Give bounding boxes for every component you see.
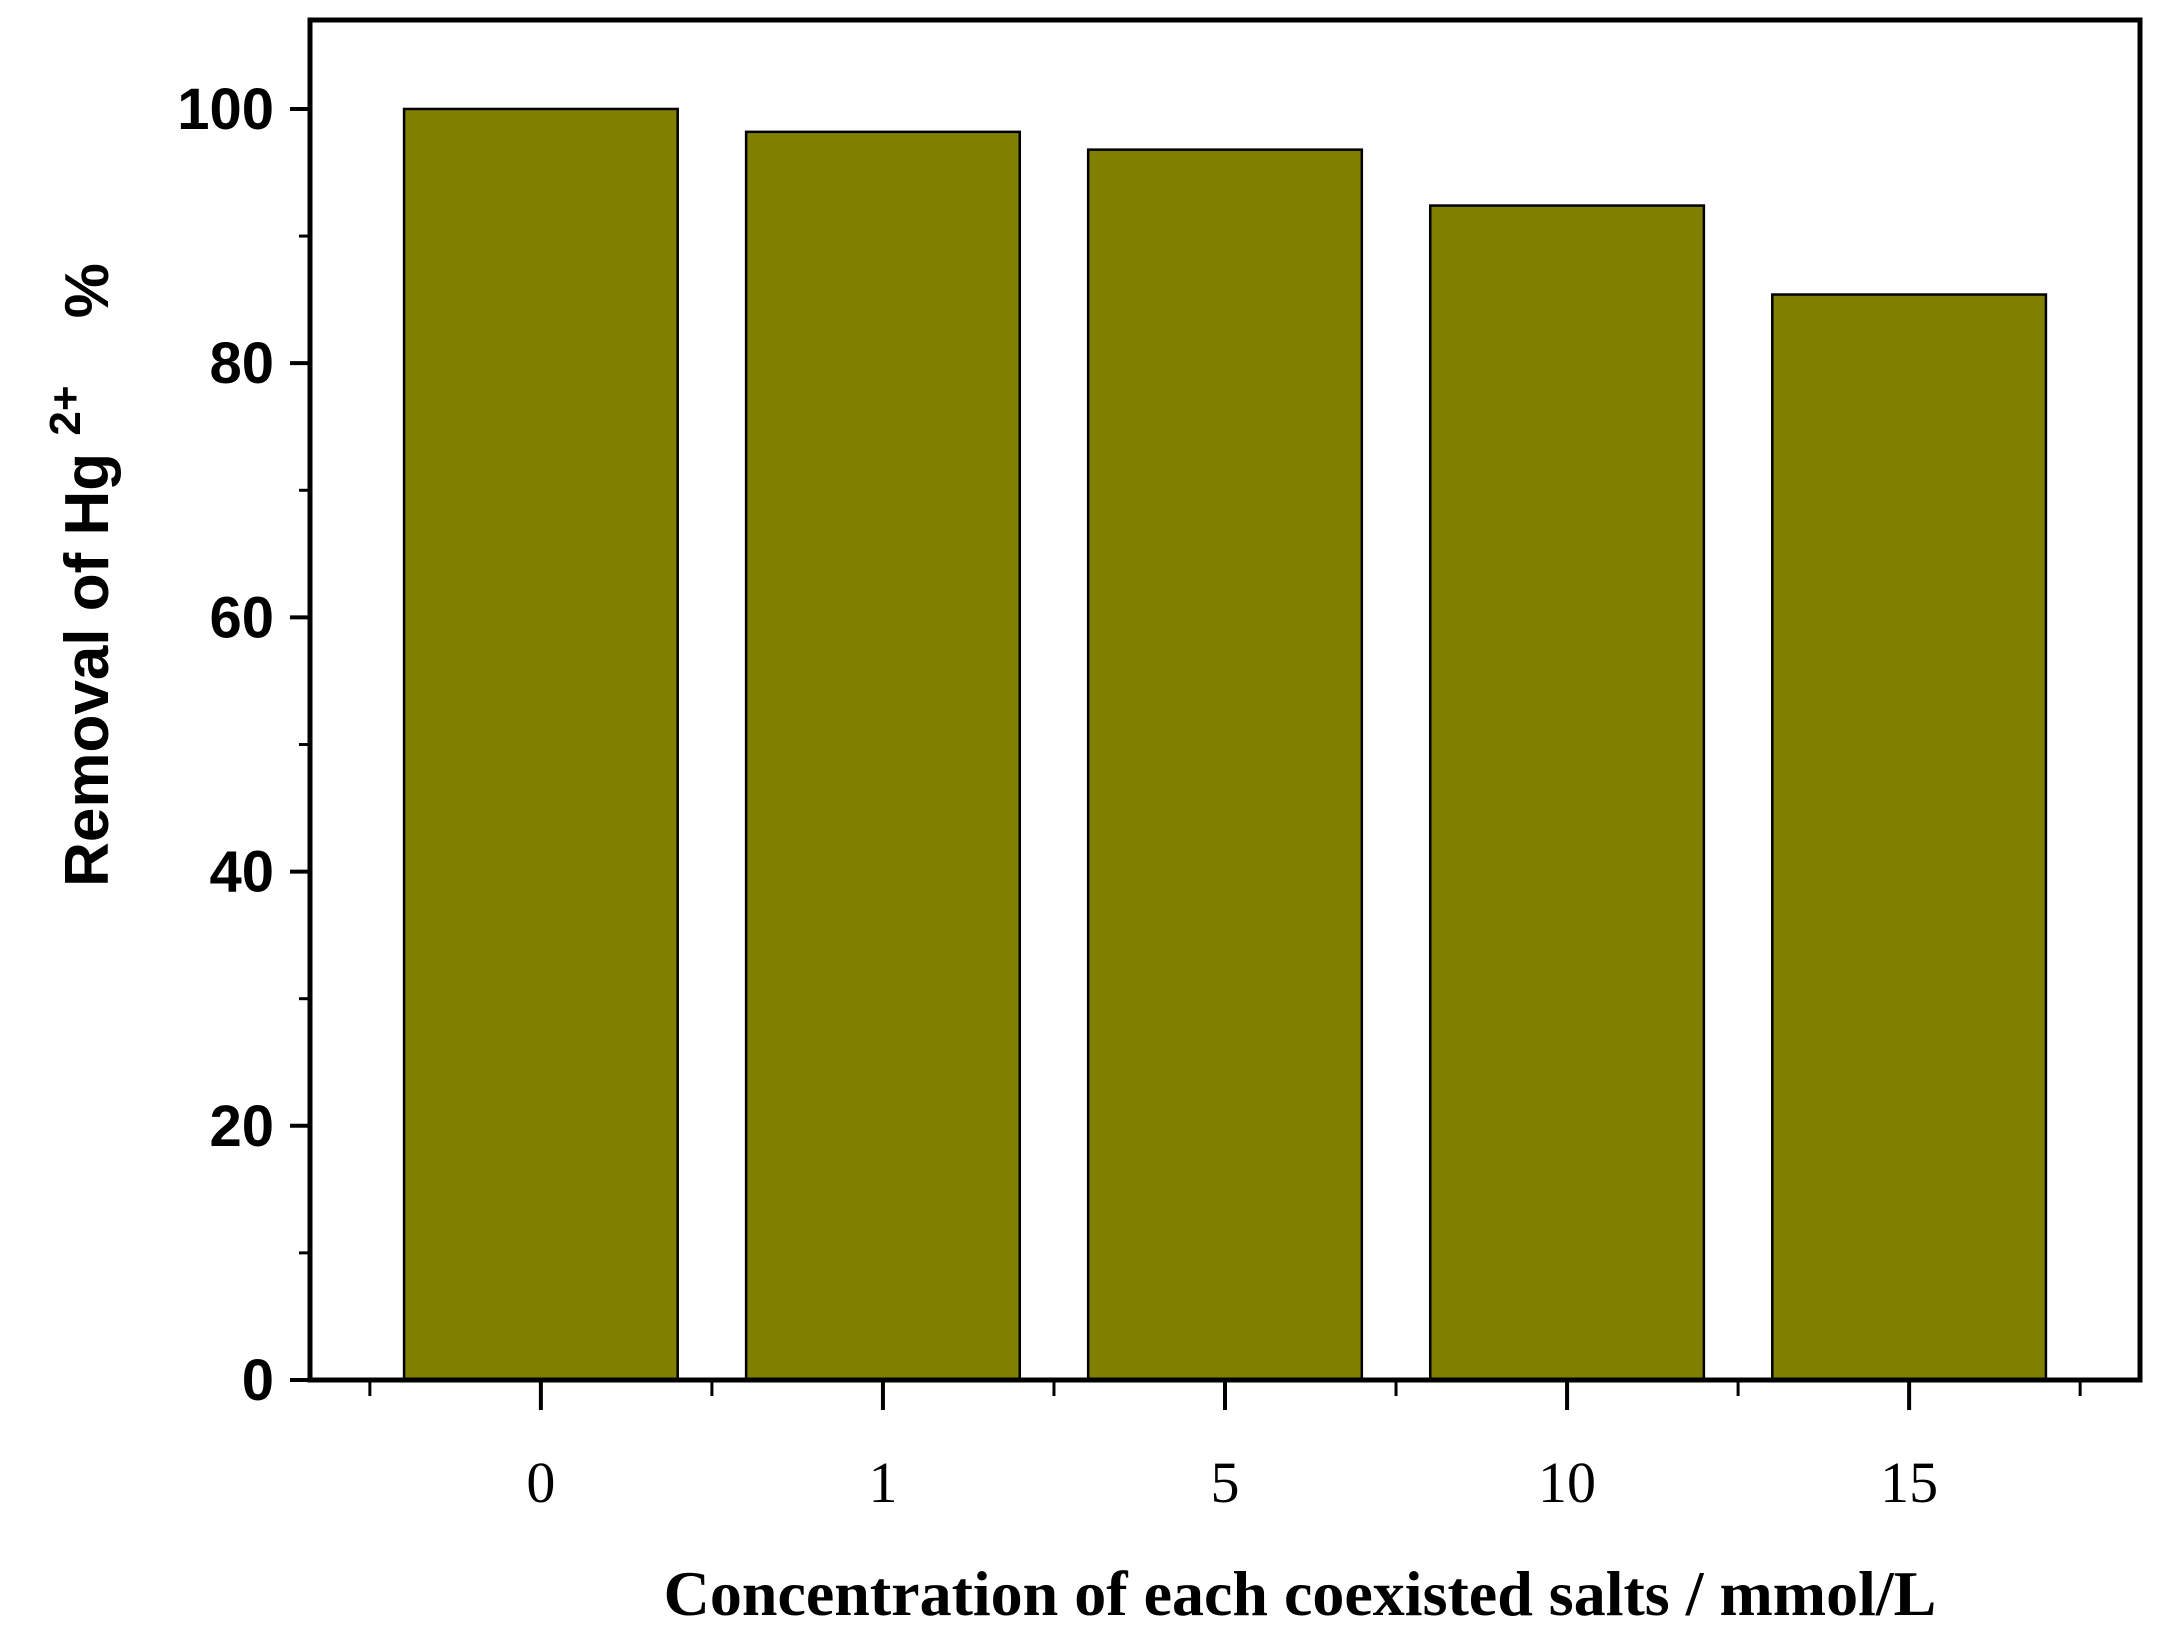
x-axis-title: Concentration of each coexisted salts / … <box>664 1558 1937 1629</box>
bar-5 <box>1086 148 1364 1382</box>
bars-group <box>402 107 2048 1382</box>
y-axis-title-main: Removal of Hg <box>53 453 122 887</box>
y-axis-title-unit: % <box>53 263 122 318</box>
bar-1 <box>744 130 1022 1382</box>
x-tick-label: 0 <box>526 1450 555 1515</box>
bar-0 <box>402 107 679 1382</box>
y-tick-label: 20 <box>209 1094 274 1159</box>
y-tick-label: 100 <box>177 77 274 142</box>
y-tick-label: 80 <box>209 331 274 396</box>
x-tick-label: 5 <box>1211 1450 1240 1515</box>
y-tick-label: 60 <box>209 585 274 650</box>
y-axis-title-superscript: 2+ <box>41 385 90 435</box>
y-axis-title: Removal of Hg 2+ % <box>25 263 122 887</box>
y-tick-label: 40 <box>209 840 274 905</box>
y-tick-label: 0 <box>242 1348 274 1413</box>
x-axis-ticks: 0 1 5 10 15 <box>368 1380 2082 1515</box>
x-tick-label: 10 <box>1538 1450 1596 1515</box>
bar-10 <box>1428 204 1706 1382</box>
bar-15 <box>1771 293 2048 1382</box>
x-tick-label: 1 <box>868 1450 897 1515</box>
y-axis-ticks: 0 20 40 60 80 100 <box>177 77 310 1413</box>
x-tick-label: 15 <box>1880 1450 1938 1515</box>
